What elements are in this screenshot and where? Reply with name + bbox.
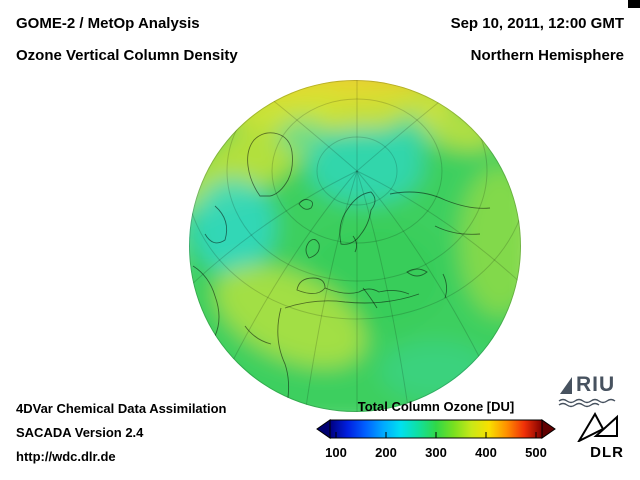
wdc-url: http://wdc.dlr.de	[16, 449, 116, 464]
colorbar-tick-label: 200	[375, 445, 397, 460]
coastlines	[192, 132, 491, 405]
riu-logo: RIU	[558, 373, 628, 413]
datetime-label: Sep 10, 2011, 12:00 GMT	[450, 15, 624, 32]
ozone-globe-map	[185, 76, 525, 416]
corner-mark	[628, 0, 640, 8]
ozone-field	[189, 80, 521, 412]
colorbar-tick-label: 500	[525, 445, 547, 460]
globe-svg	[189, 80, 521, 412]
assimilation-label: 4DVar Chemical Data Assimilation	[16, 401, 227, 416]
analysis-title: GOME-2 / MetOp Analysis	[16, 15, 200, 32]
version-label: SACADA Version 2.4	[16, 425, 144, 440]
dlr-wing-icon	[577, 411, 618, 442]
riu-logo-text: RIU	[576, 373, 616, 396]
colorbar-title: Total Column Ozone [DU]	[357, 399, 515, 414]
colorbar-tick-label: 300	[425, 445, 447, 460]
colorbar-tick-label: 100	[325, 445, 347, 460]
colorbar-right-arrow-icon	[541, 419, 556, 439]
colorbar-left-arrow-icon	[316, 419, 331, 439]
dlr-logo: DLR	[572, 410, 624, 461]
dlr-logo-text: DLR	[590, 444, 624, 461]
colorbar-ticks	[335, 432, 537, 438]
colorbar	[316, 419, 556, 439]
analysis-subtitle: Ozone Vertical Column Density	[16, 47, 238, 64]
riu-waves-icon	[558, 398, 616, 408]
riu-sail-icon	[560, 377, 572, 394]
hemisphere-label: Northern Hemisphere	[470, 47, 624, 64]
colorbar-tick-label: 400	[475, 445, 497, 460]
